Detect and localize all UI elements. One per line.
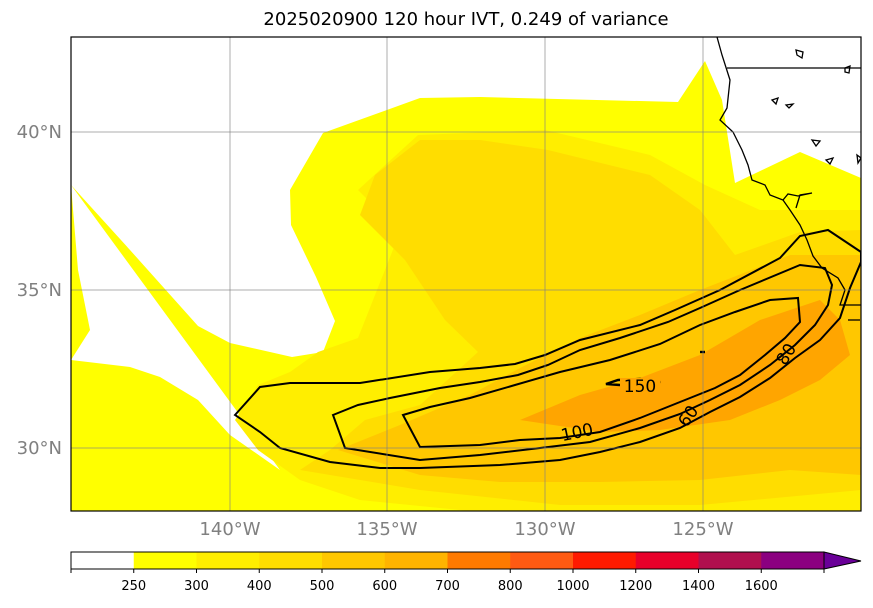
- island-2: [844, 64, 851, 74]
- colorbar-ticks: 250 300 400 500 600 700 800 1000 1200 1400 1600: [70, 569, 825, 594]
- lon-label-125w: 125°W: [672, 519, 733, 540]
- colorbar-segment: [322, 552, 386, 569]
- colorbar-segments: [71, 552, 825, 569]
- contour-80: [331, 263, 834, 462]
- colorbar-segment: [259, 552, 323, 569]
- contour-label-150: 150: [624, 377, 656, 397]
- colorbar-segment: [447, 552, 511, 569]
- gridlines: [71, 37, 861, 511]
- colorbar-segment: [510, 552, 574, 569]
- colorbar-extend-arrow: [823, 551, 862, 570]
- colorbar-tick-label: 300: [184, 579, 209, 594]
- colorbar-tick-label: 700: [435, 579, 460, 594]
- coastline-path: [716, 37, 861, 306]
- colorbar: 250 300 400 500 600 700 800 1000 1200 1400 1600: [70, 551, 862, 594]
- colorbar-segment: [384, 552, 448, 569]
- map-frame: [70, 36, 862, 512]
- colorbar-segment: [698, 552, 762, 569]
- island-5: [824, 153, 861, 166]
- map-title: 2025020900 120 hour IVT, 0.249 of varian…: [263, 9, 669, 30]
- colorbar-tick-label: 1000: [556, 579, 589, 594]
- colorbar-segment: [196, 552, 260, 569]
- bay: [782, 192, 813, 209]
- island-4: [810, 139, 822, 148]
- lon-label-130w: 130°W: [514, 519, 575, 540]
- contour-150-label-bg: [620, 378, 660, 394]
- colorbar-segment: [761, 552, 825, 569]
- colorbar-tick-label: 600: [372, 579, 397, 594]
- contour-100: [401, 296, 802, 449]
- lat-label-35n: 35°N: [17, 280, 62, 301]
- colorbar-segment: [133, 552, 197, 569]
- lat-label-30n: 30°N: [17, 438, 62, 459]
- colorbar-tick-label: 1600: [745, 579, 778, 594]
- ivt-fill-600-700: [520, 300, 850, 432]
- colorbar-segment: [635, 552, 699, 569]
- contour-60: [233, 228, 861, 469]
- colorbar-tick-label: 1400: [682, 579, 715, 594]
- lon-label-140w: 140°W: [199, 519, 260, 540]
- colorbar-tick-label: 800: [498, 579, 523, 594]
- colorbar-tick-label: 250: [121, 579, 146, 594]
- lon-label-135w: 135°W: [356, 519, 417, 540]
- colorbar-tick-label: 1200: [619, 579, 652, 594]
- coastline: [716, 37, 861, 321]
- ivt-fill-500-600: [338, 255, 861, 482]
- island-3: [770, 96, 795, 109]
- colorbar-tick-label: 400: [247, 579, 272, 594]
- island-1: [795, 49, 804, 60]
- colorbar-tick-label: 500: [310, 579, 335, 594]
- lat-label-40n: 40°N: [17, 122, 62, 143]
- colorbar-segment: [71, 552, 135, 569]
- ivt-filled-contours: [71, 61, 861, 511]
- colorbar-segment: [573, 552, 637, 569]
